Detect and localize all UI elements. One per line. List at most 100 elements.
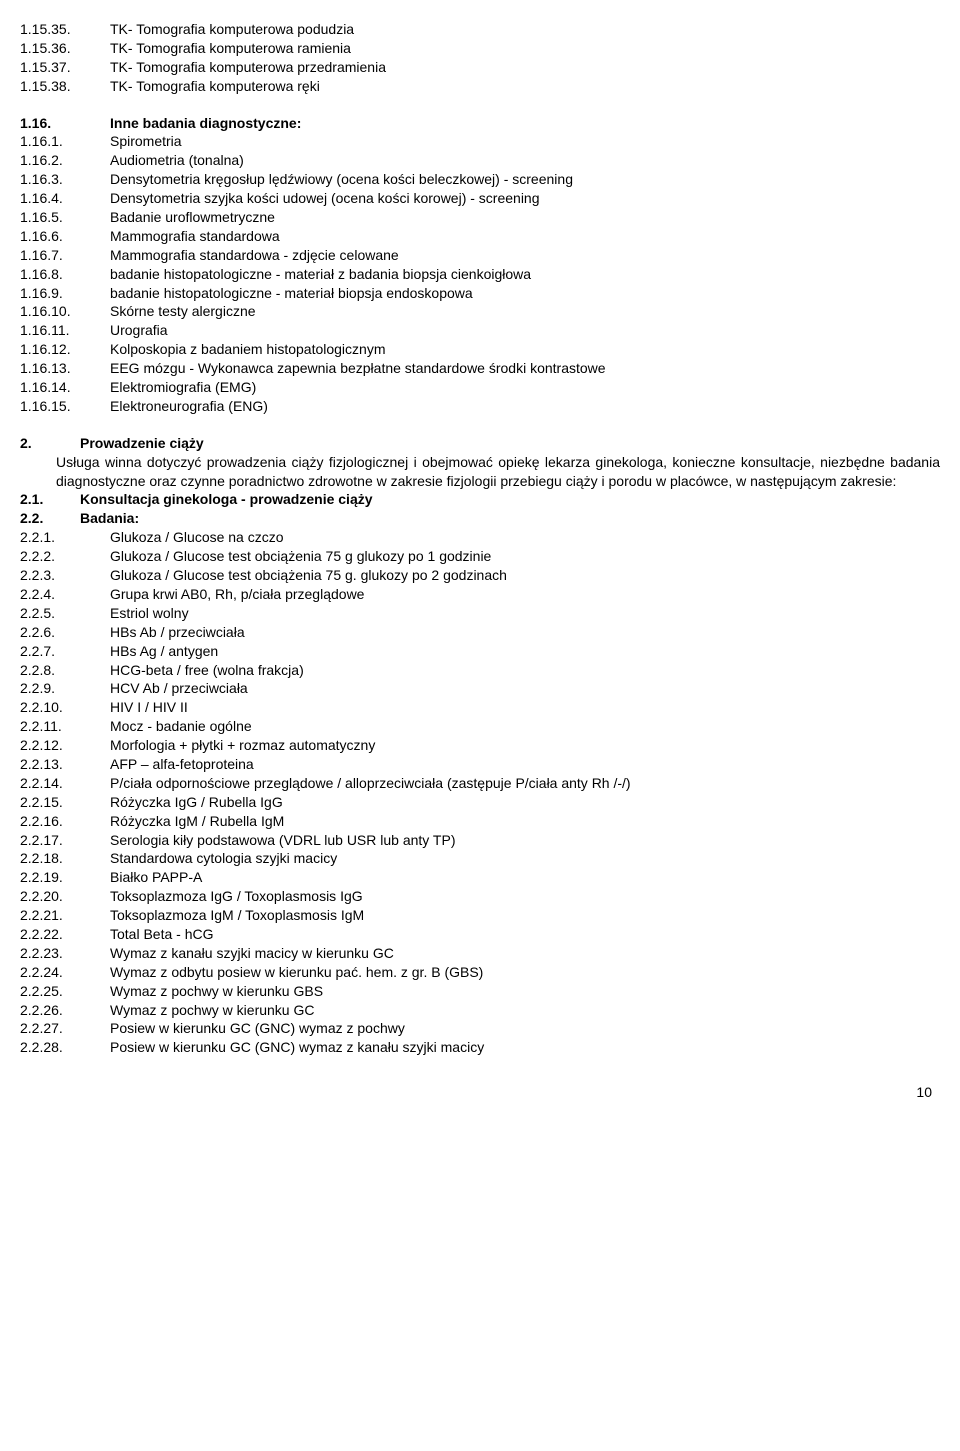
list-item: 1.16.11.Urografia <box>20 321 940 340</box>
subsection-2-2: 2.2. Badania: <box>20 509 940 528</box>
list-item: 2.2.19.Białko PAPP-A <box>20 868 940 887</box>
list-item-number: 2.2.19. <box>20 868 110 887</box>
list-item-text: Spirometria <box>110 132 940 151</box>
list-item-number: 1.16.10. <box>20 302 110 321</box>
list-item: 1.16.4.Densytometria szyjka kości udowej… <box>20 189 940 208</box>
list-item: 2.2.7.HBs Ag / antygen <box>20 642 940 661</box>
list-item-text: Glukoza / Glucose na czczo <box>110 528 940 547</box>
list-item-text: badanie histopatologiczne - materiał bio… <box>110 284 940 303</box>
list-item: 1.16.13.EEG mózgu - Wykonawca zapewnia b… <box>20 359 940 378</box>
list-item: 2.2.2.Glukoza / Glucose test obciążenia … <box>20 547 940 566</box>
list-block-3: 2.2.1.Glukoza / Glucose na czczo2.2.2.Gl… <box>20 528 940 1057</box>
list-item-number: 1.16.15. <box>20 397 110 416</box>
list-item-text: Toksoplazmoza IgG / Toxoplasmosis IgG <box>110 887 940 906</box>
list-item-text: HBs Ab / przeciwciała <box>110 623 940 642</box>
list-item: 2.2.4.Grupa krwi AB0, Rh, p/ciała przegl… <box>20 585 940 604</box>
list-item: 1.15.38.TK- Tomografia komputerowa ręki <box>20 77 940 96</box>
section-number: 2. <box>20 434 80 453</box>
list-item-text: Posiew w kierunku GC (GNC) wymaz z kanał… <box>110 1038 940 1057</box>
list-item-text: Badanie uroflowmetryczne <box>110 208 940 227</box>
list-item-text: Glukoza / Glucose test obciążenia 75 g g… <box>110 547 940 566</box>
list-item-text: Wymaz z pochwy w kierunku GBS <box>110 982 940 1001</box>
list-item-number: 1.16.8. <box>20 265 110 284</box>
list-item-number: 2.2.27. <box>20 1019 110 1038</box>
list-item-text: Wymaz z odbytu posiew w kierunku pać. he… <box>110 963 940 982</box>
list-item-number: 1.16.2. <box>20 151 110 170</box>
list-item-number: 2.2.2. <box>20 547 110 566</box>
list-item: 1.16.6.Mammografia standardowa <box>20 227 940 246</box>
list-item-number: 2.2.25. <box>20 982 110 1001</box>
list-item-text: TK- Tomografia komputerowa ręki <box>110 77 940 96</box>
list-item: 2.2.17.Serologia kiły podstawowa (VDRL l… <box>20 831 940 850</box>
list-item: 2.2.11.Mocz - badanie ogólne <box>20 717 940 736</box>
list-item-number: 2.2.21. <box>20 906 110 925</box>
list-item-text: Elektromiografia (EMG) <box>110 378 940 397</box>
list-item: 2.2.28.Posiew w kierunku GC (GNC) wymaz … <box>20 1038 940 1057</box>
list-item-number: 2.2.18. <box>20 849 110 868</box>
subsection-title: Konsultacja ginekologa - prowadzenie cią… <box>80 490 940 509</box>
list-item: 2.2.16.Różyczka IgM / Rubella IgM <box>20 812 940 831</box>
list-item: 2.2.21.Toksoplazmoza IgM / Toxoplasmosis… <box>20 906 940 925</box>
list-item-text: badanie histopatologiczne - materiał z b… <box>110 265 940 284</box>
document-page: 1.15.35.TK- Tomografia komputerowa podud… <box>0 0 960 1132</box>
list-item-text: Mammografia standardowa <box>110 227 940 246</box>
list-item-number: 2.2.9. <box>20 679 110 698</box>
list-item: 1.16.14.Elektromiografia (EMG) <box>20 378 940 397</box>
list-item-number: 1.16.11. <box>20 321 110 340</box>
list-item: 1.16.3.Densytometria kręgosłup lędźwiowy… <box>20 170 940 189</box>
list-item-number: 2.2.26. <box>20 1001 110 1020</box>
list-item-number: 2.2.22. <box>20 925 110 944</box>
list-item: 2.2.23.Wymaz z kanału szyjki macicy w ki… <box>20 944 940 963</box>
list-item-text: Elektroneurografia (ENG) <box>110 397 940 416</box>
list-item-text: Różyczka IgM / Rubella IgM <box>110 812 940 831</box>
subsection-number: 2.1. <box>20 490 80 509</box>
list-item-number: 2.2.28. <box>20 1038 110 1057</box>
list-item: 2.2.22.Total Beta - hCG <box>20 925 940 944</box>
section-title: Prowadzenie ciąży <box>80 434 940 453</box>
list-item-number: 2.2.12. <box>20 736 110 755</box>
list-item-number: 2.2.11. <box>20 717 110 736</box>
list-item: 2.2.6.HBs Ab / przeciwciała <box>20 623 940 642</box>
list-item: 2.2.24.Wymaz z odbytu posiew w kierunku … <box>20 963 940 982</box>
list-item-number: 1.16.1. <box>20 132 110 151</box>
section-number: 1.16. <box>20 114 110 133</box>
list-item: 2.2.5.Estriol wolny <box>20 604 940 623</box>
list-item-text: HBs Ag / antygen <box>110 642 940 661</box>
list-item: 2.2.18.Standardowa cytologia szyjki maci… <box>20 849 940 868</box>
list-item-text: Densytometria szyjka kości udowej (ocena… <box>110 189 940 208</box>
list-item: 1.15.35.TK- Tomografia komputerowa podud… <box>20 20 940 39</box>
list-item-number: 2.2.16. <box>20 812 110 831</box>
list-item-number: 1.15.35. <box>20 20 110 39</box>
subsection-title: Badania: <box>80 509 940 528</box>
list-item: 2.2.1.Glukoza / Glucose na czczo <box>20 528 940 547</box>
list-item-number: 1.16.7. <box>20 246 110 265</box>
list-item-number: 2.2.17. <box>20 831 110 850</box>
list-item: 2.2.14.P/ciała odpornościowe przeglądowe… <box>20 774 940 793</box>
list-item: 2.2.8.HCG-beta / free (wolna frakcja) <box>20 661 940 680</box>
list-item-number: 2.2.23. <box>20 944 110 963</box>
list-item-text: Toksoplazmoza IgM / Toxoplasmosis IgM <box>110 906 940 925</box>
list-item-text: Urografia <box>110 321 940 340</box>
page-number: 10 <box>20 1083 940 1102</box>
list-item-number: 2.2.1. <box>20 528 110 547</box>
list-item-text: TK- Tomografia komputerowa przedramienia <box>110 58 940 77</box>
list-item: 1.15.36.TK- Tomografia komputerowa ramie… <box>20 39 940 58</box>
list-item-text: Serologia kiły podstawowa (VDRL lub USR … <box>110 831 940 850</box>
section-heading-2: 2. Prowadzenie ciąży <box>20 434 940 453</box>
list-item-number: 1.15.38. <box>20 77 110 96</box>
list-item-text: Grupa krwi AB0, Rh, p/ciała przeglądowe <box>110 585 940 604</box>
list-item-text: P/ciała odpornościowe przeglądowe / allo… <box>110 774 940 793</box>
list-item-text: Mammografia standardowa - zdjęcie celowa… <box>110 246 940 265</box>
list-item-number: 2.2.4. <box>20 585 110 604</box>
list-block-2: 1.16.1.Spirometria1.16.2.Audiometria (to… <box>20 132 940 415</box>
list-item: 2.2.26.Wymaz z pochwy w kierunku GC <box>20 1001 940 1020</box>
list-item-text: Standardowa cytologia szyjki macicy <box>110 849 940 868</box>
section-title: Inne badania diagnostyczne: <box>110 114 940 133</box>
list-item-number: 2.2.24. <box>20 963 110 982</box>
list-item: 2.2.9.HCV Ab / przeciwciała <box>20 679 940 698</box>
list-item-text: Estriol wolny <box>110 604 940 623</box>
list-item-number: 1.15.37. <box>20 58 110 77</box>
list-item-number: 1.16.12. <box>20 340 110 359</box>
section-2-paragraph: Usługa winna dotyczyć prowadzenia ciąży … <box>20 453 940 491</box>
list-item-text: Wymaz z kanału szyjki macicy w kierunku … <box>110 944 940 963</box>
